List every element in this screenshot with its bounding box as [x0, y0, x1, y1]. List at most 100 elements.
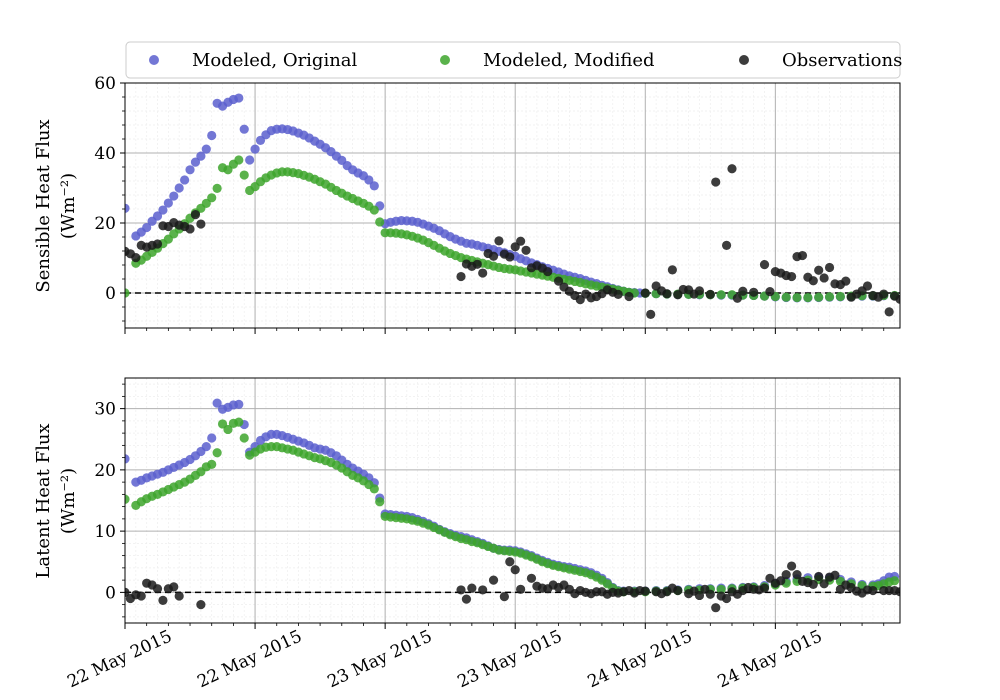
- data-point-observations: [640, 586, 650, 596]
- data-point-observations: [884, 307, 894, 317]
- data-point-modified: [223, 424, 233, 435]
- data-point-modified: [716, 584, 726, 594]
- data-point-observations: [553, 276, 564, 286]
- legend-entry-observations: Observations: [782, 50, 902, 71]
- data-point-observations: [776, 576, 786, 586]
- latent-points: [125, 398, 900, 613]
- data-point-modified: [835, 291, 845, 302]
- data-point-observations: [505, 557, 515, 567]
- data-point-original: [369, 181, 379, 191]
- x-tick-label: 23 May 2015: [325, 626, 436, 692]
- data-point-modified: [125, 288, 130, 298]
- data-point-observations: [673, 585, 683, 596]
- data-point-observations: [510, 565, 520, 575]
- data-point-observations: [879, 289, 889, 299]
- data-point-observations: [667, 265, 677, 275]
- data-point-observations: [478, 585, 488, 595]
- data-point-modified: [824, 292, 835, 302]
- sensible-ylabel: Sensible Heat Flux: [33, 119, 54, 292]
- data-point-observations: [814, 265, 824, 275]
- data-point-modified: [369, 205, 379, 215]
- legend: Modeled, Original Modeled, Modified Obse…: [125, 41, 902, 79]
- x-tick-labels: 22 May 2015 22 May 2015 23 May 2015 23 May …: [64, 626, 825, 692]
- data-point-modified: [234, 417, 244, 427]
- y-tick-label: 40: [94, 144, 116, 164]
- data-point-observations: [841, 276, 851, 286]
- sensible-axes-frame: [124, 82, 901, 329]
- data-point-original: [201, 144, 211, 154]
- data-point-original: [142, 222, 152, 233]
- data-point-modified: [889, 576, 900, 586]
- y-tick-label: 60: [94, 74, 116, 94]
- data-point-observations: [456, 271, 466, 282]
- data-point-original: [174, 183, 184, 193]
- data-point-observations: [781, 570, 791, 580]
- x-tick-label: 23 May 2015: [455, 626, 566, 692]
- data-point-original: [250, 144, 260, 154]
- data-point-modified: [212, 183, 222, 193]
- data-point-observations: [808, 579, 818, 590]
- data-point-observations: [711, 603, 721, 613]
- y-tick-label: 30: [94, 400, 116, 420]
- data-point-observations: [732, 293, 743, 303]
- data-point-observations: [895, 294, 900, 304]
- y-tick-label: 0: [105, 583, 116, 603]
- data-point-observations: [467, 583, 477, 593]
- data-point-observations: [765, 287, 775, 297]
- data-point-observations: [895, 587, 900, 597]
- data-point-original: [152, 211, 163, 221]
- data-point-original: [201, 442, 211, 452]
- data-point-observations: [787, 561, 797, 571]
- data-point-original: [212, 398, 222, 408]
- data-point-observations: [472, 259, 482, 269]
- latent-ylabel-units: (Wm⁻²): [58, 468, 79, 534]
- data-point-original: [207, 433, 217, 443]
- data-point-observations: [694, 590, 705, 601]
- latent-ylabel: Latent Heat Flux: [33, 423, 54, 578]
- data-point-original: [180, 175, 190, 185]
- data-point-observations: [196, 219, 206, 229]
- data-point-observations: [196, 600, 206, 610]
- data-point-modified: [207, 459, 217, 469]
- sensible-series-modified: [125, 155, 900, 303]
- x-tick-label: 24 May 2015: [715, 626, 826, 692]
- data-point-observations: [705, 289, 715, 299]
- data-point-observations: [738, 286, 748, 296]
- data-point-original: [239, 124, 249, 134]
- data-point-original: [125, 203, 130, 213]
- data-point-observations: [516, 236, 526, 246]
- data-point-observations: [711, 177, 721, 187]
- data-point-modified: [207, 193, 217, 203]
- x-tick-label: 24 May 2015: [585, 626, 696, 692]
- data-point-observations: [488, 251, 499, 261]
- data-point-observations: [814, 571, 824, 582]
- data-point-modified: [375, 217, 385, 227]
- sensible-heat-panel: Sensible Heat Flux (Wm⁻²) 0 20 40 60: [33, 74, 901, 334]
- data-point-observations: [694, 286, 705, 296]
- data-point-modified: [792, 292, 802, 303]
- data-point-observations: [819, 273, 829, 283]
- data-point-modified: [375, 497, 385, 507]
- data-point-observations: [516, 584, 526, 594]
- x-tick-label: 22 May 2015: [64, 626, 175, 692]
- data-point-original: [158, 205, 168, 215]
- data-point-observations: [819, 579, 829, 589]
- legend-entry-original: Modeled, Original: [192, 50, 358, 71]
- data-point-observations: [624, 291, 634, 302]
- sensible-ylabel-units: (Wm⁻²): [58, 173, 79, 239]
- sensible-grid: [124, 82, 900, 328]
- data-point-observations: [174, 591, 184, 601]
- data-point-observations: [169, 582, 179, 592]
- data-point-original: [190, 157, 201, 167]
- data-point-observations: [494, 236, 504, 246]
- data-point-modified: [239, 433, 249, 443]
- sensible-points: [125, 93, 900, 319]
- data-point-modified: [125, 494, 130, 504]
- data-point-original: [196, 151, 206, 161]
- data-point-observations: [505, 252, 515, 262]
- data-point-observations: [640, 288, 650, 298]
- data-point-observations: [456, 585, 466, 595]
- data-point-observations: [190, 210, 201, 220]
- data-point-modified: [716, 290, 726, 300]
